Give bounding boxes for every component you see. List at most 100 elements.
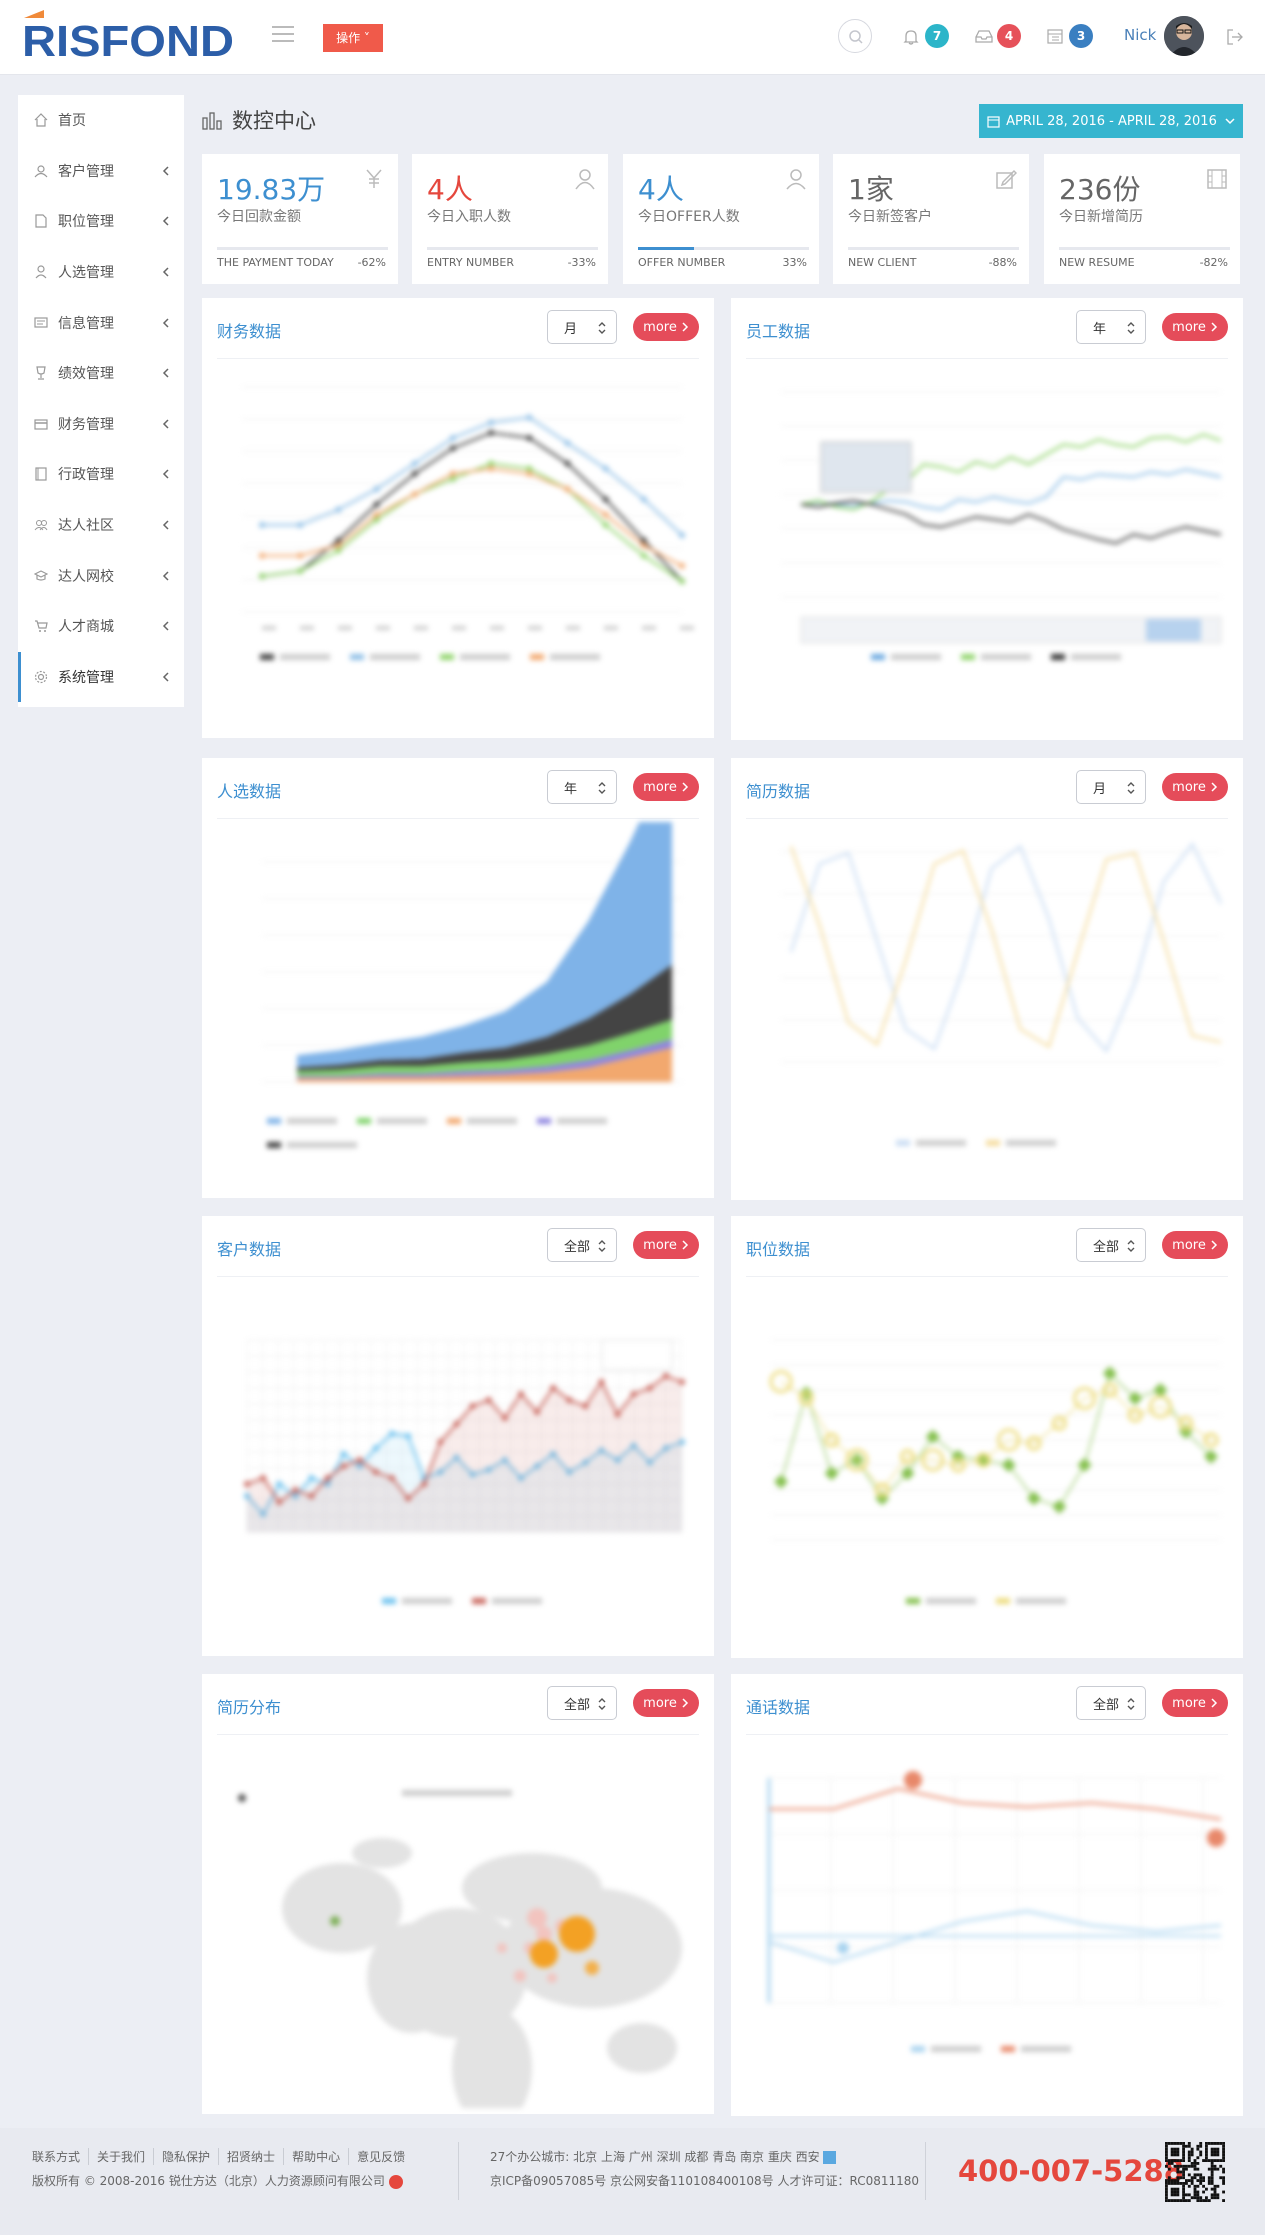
legend-box bbox=[601, 1339, 673, 1371]
copyright-text: 版权所有 © 2008-2016 锐仕方达（北京）人力资源顾问有限公司 bbox=[32, 2174, 385, 2188]
sidebar-item-8[interactable]: 达人社区 bbox=[18, 500, 184, 551]
date-range-picker[interactable]: APRIL 28, 2016 - APRIL 28, 2016 bbox=[979, 104, 1243, 138]
more-button[interactable]: more bbox=[1162, 1231, 1228, 1259]
operate-button[interactable]: 操作 ˅ bbox=[323, 24, 383, 52]
bell-icon bbox=[903, 30, 919, 45]
cart-icon bbox=[34, 619, 48, 633]
data-point bbox=[662, 1373, 669, 1379]
username[interactable]: Nick bbox=[1124, 26, 1157, 44]
footer-link[interactable]: 关于我们 bbox=[89, 2148, 155, 2165]
more-button[interactable]: more bbox=[633, 1231, 699, 1259]
legend-label bbox=[1021, 2046, 1071, 2052]
sidebar-item-label: 首页 bbox=[58, 113, 86, 130]
data-point bbox=[297, 568, 304, 575]
inbox-button[interactable]: 4 bbox=[975, 24, 1025, 52]
sidebar-item-3[interactable]: 人选管理 bbox=[18, 247, 184, 298]
series-line bbox=[261, 462, 683, 583]
stat-value: 4人 bbox=[638, 173, 684, 206]
data-point bbox=[469, 1403, 476, 1409]
series-line bbox=[261, 431, 683, 583]
footer-link[interactable]: 意见反馈 bbox=[357, 2150, 406, 2164]
sidebar-item-6[interactable]: 财务管理 bbox=[18, 399, 184, 450]
data-point bbox=[411, 491, 418, 498]
data-point bbox=[921, 1448, 945, 1472]
more-button[interactable]: more bbox=[1162, 773, 1228, 801]
more-button[interactable]: more bbox=[1162, 313, 1228, 341]
sidebar-item-9[interactable]: 达人网校 bbox=[18, 550, 184, 601]
data-point bbox=[488, 465, 495, 472]
legend-label bbox=[402, 1598, 452, 1604]
sidebar-item-11[interactable]: 系统管理 bbox=[18, 651, 184, 703]
footer-link[interactable]: 联系方式 bbox=[32, 2148, 90, 2165]
period-select[interactable]: 全部 bbox=[1076, 1686, 1146, 1720]
notification-bell[interactable]: 7 bbox=[903, 24, 953, 52]
series-line bbox=[768, 1910, 1222, 1964]
data-point bbox=[646, 1459, 653, 1466]
chevron-left-icon bbox=[162, 520, 169, 530]
data-point bbox=[405, 1495, 412, 1502]
sidebar-item-0[interactable]: 首页 bbox=[18, 95, 184, 146]
period-select[interactable]: 月 bbox=[1076, 770, 1146, 804]
data-point bbox=[526, 434, 533, 441]
more-label: more bbox=[643, 319, 677, 335]
footer-link[interactable]: 招贤纳士 bbox=[219, 2148, 285, 2165]
search-icon[interactable] bbox=[838, 19, 872, 53]
data-point bbox=[598, 1379, 605, 1385]
map-dot bbox=[497, 1943, 507, 1953]
data-point bbox=[640, 542, 647, 549]
legend-label bbox=[370, 654, 420, 660]
legend-label bbox=[280, 654, 330, 660]
sidebar-item-5[interactable]: 绩效管理 bbox=[18, 348, 184, 399]
data-point bbox=[292, 1493, 299, 1499]
data-point bbox=[526, 470, 533, 477]
sidebar-item-10[interactable]: 人才商城 bbox=[18, 601, 184, 652]
tick-label bbox=[376, 626, 390, 630]
period-select[interactable]: 全部 bbox=[1076, 1228, 1146, 1262]
map-region bbox=[282, 1863, 402, 1953]
data-point bbox=[662, 1445, 669, 1451]
map-bubble bbox=[330, 1916, 340, 1926]
more-button[interactable]: more bbox=[1162, 1689, 1228, 1717]
chevron-right-icon bbox=[682, 1240, 688, 1250]
more-button[interactable]: more bbox=[633, 1689, 699, 1717]
book-icon bbox=[34, 467, 48, 482]
legend-label bbox=[492, 1598, 542, 1604]
data-point bbox=[564, 460, 571, 467]
more-label: more bbox=[643, 1695, 677, 1711]
data-point bbox=[602, 465, 609, 472]
data-point bbox=[679, 532, 685, 539]
sidebar-item-2[interactable]: 职位管理 bbox=[18, 196, 184, 247]
sidebar-item-4[interactable]: 信息管理 bbox=[18, 297, 184, 348]
user-icon bbox=[34, 164, 48, 178]
map-bubble bbox=[585, 1961, 599, 1975]
chevron-right-icon bbox=[682, 1698, 688, 1708]
sidebar-item-1[interactable]: 客户管理 bbox=[18, 146, 184, 197]
risfond-logo[interactable]: RISFOND bbox=[22, 4, 237, 66]
user-icon bbox=[786, 169, 806, 190]
panel-title: 人选数据 bbox=[217, 782, 282, 801]
footer-link[interactable]: 帮助中心 bbox=[284, 2148, 350, 2165]
sidebar-item-7[interactable]: 行政管理 bbox=[18, 449, 184, 500]
avatar[interactable] bbox=[1164, 16, 1204, 56]
period-select[interactable]: 年 bbox=[547, 770, 617, 804]
period-select[interactable]: 全部 bbox=[547, 1228, 617, 1262]
chart-panel: 客户数据 全部 more bbox=[202, 1216, 714, 1656]
data-point bbox=[582, 1459, 589, 1466]
period-select[interactable]: 全部 bbox=[547, 1686, 617, 1720]
period-select[interactable]: 月 bbox=[547, 310, 617, 344]
series-line bbox=[262, 467, 683, 567]
data-point bbox=[297, 552, 304, 559]
series-area bbox=[297, 1019, 672, 1076]
legend-swatch bbox=[267, 1118, 281, 1124]
data-point bbox=[449, 475, 456, 482]
period-select[interactable]: 年 bbox=[1076, 310, 1146, 344]
logout-icon[interactable] bbox=[1226, 28, 1244, 46]
sidebar-item-label: 客户管理 bbox=[58, 163, 114, 180]
more-button[interactable]: more bbox=[633, 313, 699, 341]
data-point bbox=[372, 1445, 379, 1451]
calendar-button[interactable]: 3 bbox=[1047, 24, 1097, 52]
expand-icon[interactable] bbox=[823, 2151, 837, 2164]
more-button[interactable]: more bbox=[633, 773, 699, 801]
footer-link[interactable]: 隐私保护 bbox=[154, 2148, 220, 2165]
menu-toggle-icon[interactable] bbox=[272, 26, 294, 44]
